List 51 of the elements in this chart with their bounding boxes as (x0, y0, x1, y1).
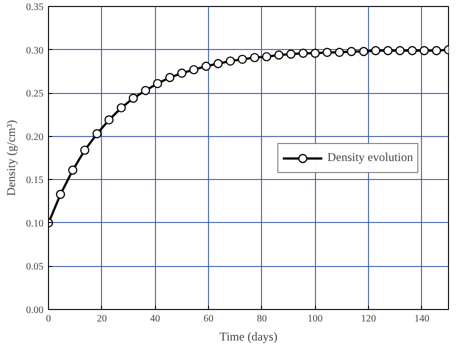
y-axis-title: Density (g/cm³) (4, 120, 18, 196)
point (359, 46, 368, 56)
point (334, 48, 344, 57)
point (116, 103, 126, 112)
point (274, 50, 284, 60)
point (322, 48, 332, 57)
x-tick-label: 60 (204, 314, 214, 324)
point (56, 190, 66, 199)
point (383, 46, 393, 56)
y-tick-label: 0.10 (26, 218, 44, 230)
point (214, 59, 223, 68)
point (310, 48, 320, 58)
x-tick-label: 140 (414, 314, 430, 324)
point (432, 46, 442, 56)
point (238, 54, 247, 64)
x-axis-title: Time (days) (220, 330, 278, 344)
point (262, 52, 272, 62)
point (92, 129, 102, 138)
y-tick-label: 0.05 (26, 262, 44, 273)
point (346, 46, 356, 56)
y-tick-label: 0.20 (26, 132, 44, 143)
point (286, 50, 296, 59)
point (420, 46, 429, 56)
x-tick-label: 80 (256, 314, 267, 324)
y-tick-label: 0.25 (26, 88, 44, 100)
x-tick-label: 40 (150, 314, 160, 324)
point (250, 52, 260, 62)
point (177, 68, 186, 78)
point (165, 72, 174, 82)
y-tick-label: 0.15 (26, 175, 44, 186)
point (68, 166, 78, 175)
y-tick-label: 0.35 (26, 2, 44, 13)
x-tick-label: 100 (308, 314, 323, 324)
point (189, 65, 198, 74)
point (395, 46, 405, 56)
point (128, 94, 138, 103)
point (104, 115, 114, 124)
point (371, 46, 380, 56)
point (152, 78, 162, 88)
legend-label: Density evolution (327, 150, 413, 165)
point (226, 56, 235, 66)
point (298, 48, 308, 58)
x-tick-label: 20 (96, 314, 107, 324)
x-tick-label: 120 (361, 314, 376, 324)
y-tick-label: 0.30 (26, 45, 44, 56)
point (408, 46, 417, 56)
point (80, 146, 90, 155)
point (202, 62, 211, 71)
x-tick-label: 0 (46, 314, 51, 324)
y-tick-label: 0.00 (26, 305, 44, 316)
point (140, 86, 150, 96)
